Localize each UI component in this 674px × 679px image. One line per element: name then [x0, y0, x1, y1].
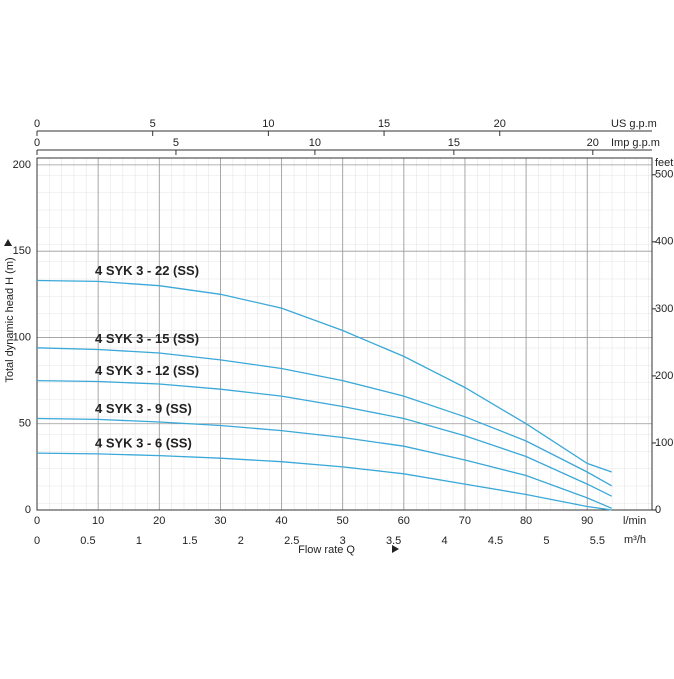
curve [36, 417, 612, 509]
arrow [392, 545, 399, 553]
x-tick-label: 0.5 [80, 535, 95, 547]
x-tick-label: 20 [494, 118, 506, 130]
y2-tick-label: 500 [655, 169, 673, 181]
series-label: 4 SYK 3 - 9 (SS) [95, 401, 192, 416]
x-tick-label: 90 [581, 515, 593, 527]
axis-unit: m³/h [624, 534, 646, 546]
y2-tick-label: 400 [655, 236, 673, 248]
x-tick-label: 10 [309, 137, 321, 149]
x-tick-label: 15 [448, 137, 460, 149]
curve [36, 279, 612, 473]
x-tick-label: 60 [398, 515, 410, 527]
x-tick-label: 5 [173, 137, 179, 149]
y-tick-label: 0 [25, 504, 31, 516]
axis-unit: Imp g.p.m [611, 137, 660, 149]
series-label: 4 SYK 3 - 12 (SS) [95, 363, 199, 378]
axis-unit: US g.p.m [611, 118, 657, 130]
x-tick-label: 30 [214, 515, 226, 527]
x-tick-label: 4.5 [488, 535, 503, 547]
x-tick-label: 15 [378, 118, 390, 130]
x-tick-label: 3 [340, 535, 346, 547]
curve [36, 347, 613, 487]
x-tick-label: 50 [337, 515, 349, 527]
y2-tick-label: 300 [655, 303, 673, 315]
series-label: 4 SYK 3 - 22 (SS) [95, 263, 199, 278]
x-tick-label: 70 [459, 515, 471, 527]
x-tick-label: 1.5 [182, 535, 197, 547]
x-tick-label: 40 [275, 515, 287, 527]
x-unit: l/min [623, 515, 646, 527]
x-tick-label: 2 [238, 535, 244, 547]
x-tick-label: 0 [34, 137, 40, 149]
curve [36, 379, 612, 497]
x-tick-label: 4 [441, 535, 447, 547]
x-axis-label: Flow rate Q [298, 544, 355, 556]
plot-frame [36, 157, 653, 511]
y2-axis-label: feet [655, 157, 673, 169]
x-tick-label: 3.5 [386, 535, 401, 547]
x-tick-label: 0 [34, 535, 40, 547]
x-tick-label: 5 [543, 535, 549, 547]
arrow [4, 239, 12, 246]
y2-tick-label: 100 [655, 437, 673, 449]
x-tick-label: 5 [150, 118, 156, 130]
y-tick-label: 50 [19, 418, 31, 430]
x-tick-label: 5.5 [590, 535, 605, 547]
x-tick-label: 0 [34, 118, 40, 130]
curve [36, 452, 612, 511]
x-tick-label: 2.5 [284, 535, 299, 547]
series-label: 4 SYK 3 - 15 (SS) [95, 331, 199, 346]
x-tick-label: 10 [92, 515, 104, 527]
y2-tick-label: 200 [655, 370, 673, 382]
series-label: 4 SYK 3 - 6 (SS) [95, 435, 192, 450]
x-tick-label: 1 [136, 535, 142, 547]
y-tick-label: 200 [13, 159, 31, 171]
y-tick-label: 150 [13, 245, 31, 257]
x-tick-label: 0 [34, 515, 40, 527]
x-tick-label: 20 [587, 137, 599, 149]
y-tick-label: 100 [13, 331, 31, 343]
x-tick-label: 20 [153, 515, 165, 527]
y-axis-label: Total dynamic head H (m) [4, 257, 16, 382]
x-tick-label: 10 [262, 118, 274, 130]
minor-grid [37, 158, 652, 510]
x-tick-label: 80 [520, 515, 532, 527]
y2-tick-label: 0 [655, 504, 661, 516]
